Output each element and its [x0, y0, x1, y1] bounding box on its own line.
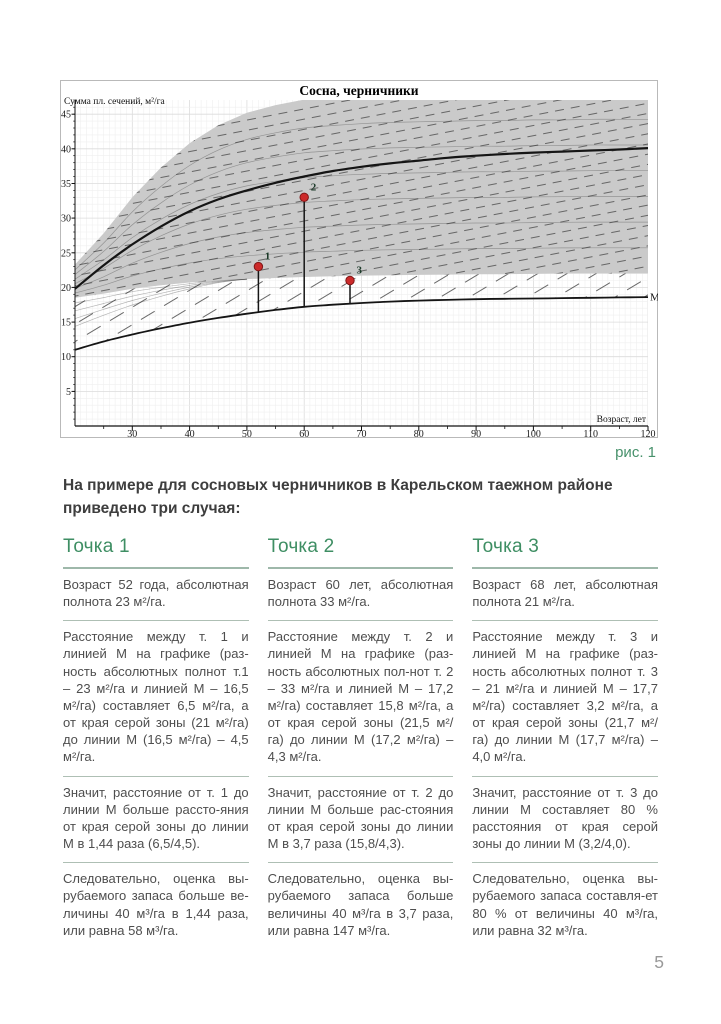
table-cell: Возраст 52 года, абсолютная полнота 23 м…	[63, 577, 249, 610]
svg-text:35: 35	[61, 179, 71, 190]
basal-area-chart: 30 40 50 60 70 80 90 100 110 120 5 10 15 20 25 30 35 40 45…	[60, 80, 658, 438]
y-axis-title: Сумма пл. сечений, м²/га	[64, 96, 166, 107]
chart-title: Сосна, черничники	[299, 83, 418, 98]
intro-paragraph: На примере для сосновых черничников в Ка…	[63, 477, 613, 518]
axis-labels: 30 40 50 60 70 80 90 100 110 120 5 10 15 20 25 30 35 40 45	[61, 110, 656, 438]
svg-text:90: 90	[471, 429, 481, 438]
table-cell: Следовательно, оценка вы-рубаемого запас…	[63, 862, 249, 949]
svg-text:25: 25	[61, 248, 71, 259]
sample-point-2: 2	[299, 181, 317, 307]
svg-text:20: 20	[61, 283, 71, 294]
svg-text:3: 3	[357, 265, 363, 277]
point-3-header: Точка 3	[472, 536, 658, 569]
svg-text:10: 10	[61, 352, 71, 363]
svg-text:120: 120	[641, 429, 656, 438]
svg-text:40: 40	[61, 144, 71, 155]
table-cell: Следовательно, оценка вы-рубаемого запас…	[267, 862, 454, 949]
table-cell: Следовательно, оценка вы-рубаемого запас…	[472, 862, 658, 949]
svg-text:50: 50	[242, 429, 252, 438]
cases-table: Точка 1 Точка 2 Точка 3 Возраст 52 года,…	[63, 536, 658, 949]
point-2-header: Точка 2	[267, 536, 454, 569]
point-1-header: Точка 1	[63, 536, 249, 569]
svg-text:30: 30	[127, 429, 137, 438]
svg-text:80: 80	[414, 429, 424, 438]
svg-text:110: 110	[583, 429, 598, 438]
svg-text:45: 45	[61, 110, 71, 121]
m-line-label: M	[650, 292, 658, 304]
svg-text:2: 2	[311, 181, 317, 193]
m-line-curve	[75, 296, 648, 351]
table-cell: Возраст 60 лет, абсолютная полнота 33 м²…	[267, 577, 454, 610]
svg-text:60: 60	[299, 429, 309, 438]
x-axis-title: Возраст, лет	[597, 415, 647, 425]
svg-text:100: 100	[526, 429, 541, 438]
figure-caption: рис. 1	[615, 444, 656, 461]
table-cell: Расстояние между т. 2 и линией М на граф…	[267, 620, 454, 775]
table-cell: Значит, расстояние от т. 1 до линии М бо…	[63, 775, 249, 863]
table-cell: Возраст 68 лет, абсолютная полнота 21 м²…	[472, 577, 658, 610]
density-curves	[75, 118, 648, 327]
page-number: 5	[654, 952, 664, 972]
table-cell: Значит, расстояние от т. 2 до линии М бо…	[267, 775, 454, 863]
mean-basal-area-curve	[75, 147, 648, 290]
axes	[71, 100, 649, 431]
table-cell: Расстояние между т. 1 и линией М на граф…	[63, 620, 249, 775]
svg-text:40: 40	[185, 429, 195, 438]
svg-text:1: 1	[265, 251, 271, 263]
figure-1: 30 40 50 60 70 80 90 100 110 120 5 10 15 20 25 30 35 40 45…	[60, 80, 658, 461]
table-cell: Значит, расстояние от т. 3 до линии М со…	[472, 775, 658, 863]
sample-point-1: 1	[253, 251, 271, 312]
svg-text:15: 15	[61, 318, 71, 329]
svg-text:30: 30	[61, 214, 71, 225]
sample-point-3: 3	[345, 265, 363, 304]
table-cell: Расстояние между т. 3 и линией М на граф…	[472, 620, 658, 775]
svg-text:5: 5	[66, 387, 71, 398]
svg-text:70: 70	[357, 429, 367, 438]
